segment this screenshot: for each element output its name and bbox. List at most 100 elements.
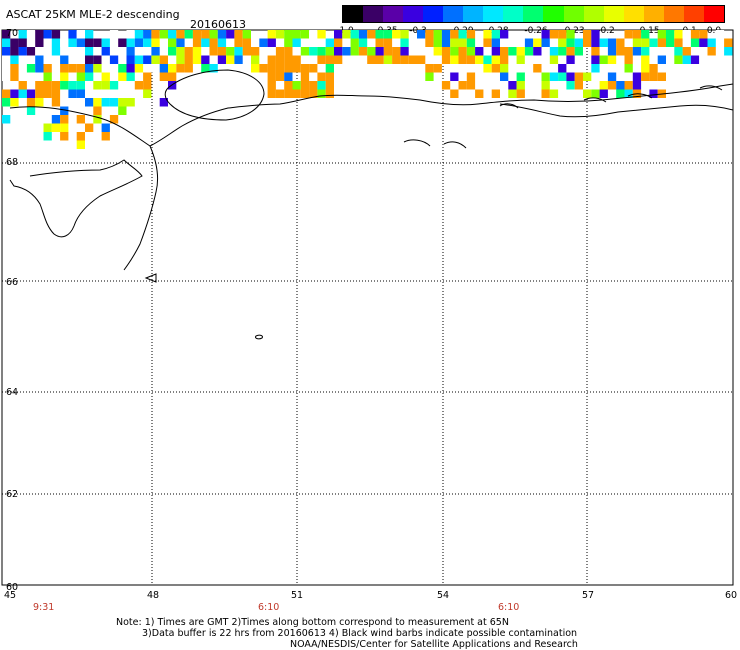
wind-cell	[591, 64, 600, 73]
wind-cell	[10, 98, 19, 107]
wind-cell	[26, 55, 36, 64]
wind-cell	[500, 64, 509, 73]
wind-cell	[558, 47, 567, 56]
wind-cell	[109, 81, 119, 90]
wind-cell	[217, 38, 227, 47]
wind-cell	[192, 47, 202, 56]
wind-cell	[417, 55, 426, 64]
wind-cell	[682, 55, 691, 64]
wind-cell	[60, 81, 69, 90]
wind-cell	[226, 55, 235, 64]
wind-cell	[93, 38, 102, 47]
wind-cell	[26, 47, 36, 56]
wind-cell	[666, 38, 675, 47]
wind-cell	[574, 81, 583, 90]
wind-cell	[350, 47, 359, 56]
wind-cell	[134, 64, 144, 73]
wind-cell	[558, 64, 567, 73]
wind-cell	[441, 55, 451, 64]
wind-cell	[541, 72, 550, 81]
wind-cell	[43, 38, 52, 47]
wind-cell	[242, 47, 251, 56]
wind-cell	[599, 38, 608, 47]
wind-cell	[450, 47, 459, 56]
wind-cell	[533, 64, 542, 73]
wind-cell	[242, 38, 251, 47]
wind-cell	[60, 123, 69, 132]
wind-cell	[85, 106, 94, 115]
wind-cell	[251, 47, 260, 56]
colorbar-segment	[623, 6, 644, 22]
wind-cell	[43, 30, 52, 39]
wind-cell	[76, 64, 85, 73]
wind-cell	[400, 47, 409, 56]
wind-cell	[292, 30, 301, 39]
wind-cell	[217, 55, 227, 64]
wind-cell	[51, 30, 61, 39]
note-line-1: Note: 1) Times are GMT 2)Times along bot…	[116, 617, 509, 628]
colorbar-segment	[483, 6, 504, 22]
wind-cell	[317, 81, 326, 90]
wind-cell	[599, 55, 608, 64]
wind-cell	[143, 81, 152, 90]
wind-cell	[682, 47, 691, 56]
wind-cell	[483, 64, 492, 73]
wind-cell	[591, 30, 600, 39]
wind-cell	[541, 38, 550, 47]
wind-cell	[317, 47, 326, 56]
wind-cell	[101, 38, 110, 47]
wind-cell	[549, 89, 559, 98]
wind-cell	[51, 98, 61, 107]
wind-cell	[724, 38, 733, 47]
wind-cell	[500, 81, 509, 90]
wind-cell	[450, 30, 459, 39]
wind-cell	[566, 30, 575, 39]
wind-cell	[101, 47, 110, 56]
wind-cell	[51, 55, 61, 64]
map-frame	[1, 29, 734, 586]
wind-cell	[184, 64, 193, 73]
wind-cell	[591, 38, 600, 47]
wind-cell	[2, 47, 11, 56]
time-label-1: 9:31	[33, 602, 55, 613]
wind-cell	[583, 30, 592, 39]
wind-cell	[541, 89, 550, 98]
wind-cell	[425, 30, 434, 39]
wind-cell	[176, 47, 185, 56]
wind-cell	[607, 47, 617, 56]
wind-cell	[599, 81, 608, 90]
wind-cell	[176, 38, 185, 47]
wind-cell	[690, 38, 700, 47]
wind-cell	[35, 81, 44, 90]
wind-cell	[85, 38, 94, 47]
wind-cell	[383, 47, 393, 56]
wind-cell	[607, 81, 617, 90]
wind-cell	[201, 64, 210, 73]
colorbar-segment	[443, 6, 464, 22]
wind-cell	[267, 55, 276, 64]
wind-cell	[176, 30, 185, 39]
wind-cell	[101, 123, 110, 132]
wind-cell	[76, 81, 85, 90]
wind-cell	[10, 38, 19, 47]
wind-cell	[690, 55, 700, 64]
wind-cell	[425, 64, 434, 73]
wind-cell	[591, 55, 600, 64]
wind-cell	[134, 38, 144, 47]
wind-cell	[458, 55, 467, 64]
wind-cell	[93, 64, 102, 73]
wind-cell	[176, 55, 185, 64]
wind-cell	[51, 123, 61, 132]
wind-cell	[35, 89, 44, 98]
wind-cell	[76, 89, 85, 98]
wind-cell	[2, 98, 11, 107]
wind-cell	[591, 81, 600, 90]
wind-cell	[632, 72, 642, 81]
wind-cell	[143, 38, 152, 47]
wind-cell	[583, 72, 592, 81]
wind-cell	[342, 30, 351, 39]
wind-cell	[292, 38, 301, 47]
wind-cell	[43, 81, 52, 90]
wind-cell	[267, 38, 276, 47]
wind-cell	[35, 30, 44, 39]
